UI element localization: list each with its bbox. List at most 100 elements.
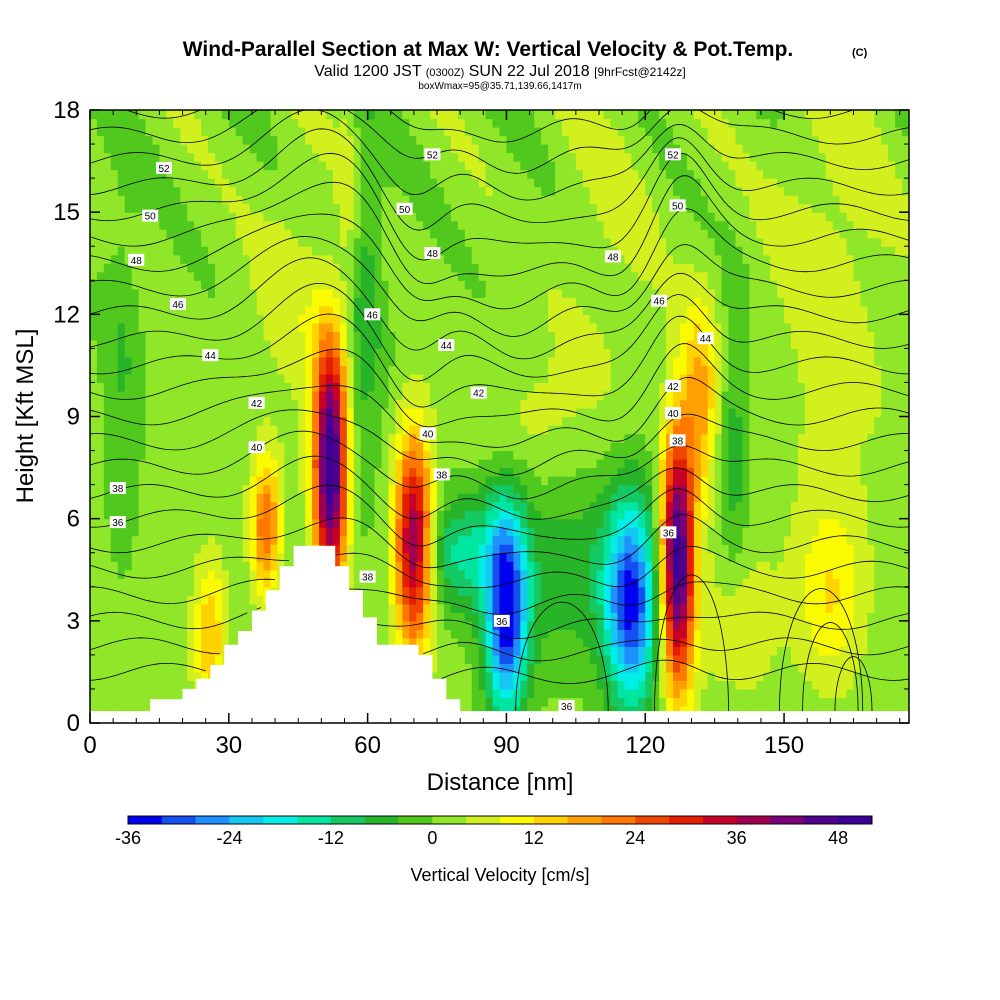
velocity-cell <box>457 314 466 324</box>
velocity-cell <box>117 629 126 639</box>
velocity-cell <box>485 373 494 384</box>
velocity-cell <box>520 178 528 188</box>
velocity-cell <box>96 603 105 613</box>
velocity-cell <box>180 467 188 477</box>
velocity-cell <box>506 510 514 520</box>
velocity-cell <box>207 399 216 409</box>
velocity-cell <box>194 459 202 469</box>
velocity-cell <box>152 348 161 358</box>
velocity-cell <box>270 314 278 324</box>
velocity-cell <box>110 118 119 128</box>
velocity-cell <box>194 348 202 358</box>
velocity-cell <box>173 390 181 401</box>
velocity-cell <box>152 433 161 443</box>
velocity-cell <box>277 203 285 213</box>
velocity-cell <box>520 578 528 588</box>
velocity-cell <box>443 331 452 341</box>
velocity-cell <box>381 322 390 332</box>
velocity-cell <box>478 339 487 349</box>
velocity-cell <box>152 501 161 511</box>
velocity-cell <box>409 254 417 264</box>
velocity-cell <box>423 612 431 622</box>
velocity-cell <box>409 118 417 128</box>
velocity-cell <box>138 271 147 281</box>
velocity-cell <box>367 297 376 307</box>
velocity-cell <box>235 433 244 443</box>
velocity-cell <box>464 118 473 128</box>
velocity-cell <box>312 314 320 324</box>
velocity-cell <box>506 254 514 264</box>
velocity-cell <box>235 442 244 452</box>
velocity-cell <box>138 229 147 239</box>
velocity-cell <box>346 271 355 281</box>
velocity-cell <box>214 629 223 639</box>
velocity-cell <box>381 331 390 341</box>
velocity-cell <box>457 407 466 418</box>
velocity-cell <box>152 169 161 179</box>
velocity-cell <box>499 467 508 477</box>
velocity-cell <box>534 467 542 477</box>
velocity-cell <box>541 705 549 716</box>
velocity-cell <box>395 518 403 528</box>
velocity-cell <box>207 484 216 494</box>
velocity-cell <box>534 671 542 682</box>
velocity-cell <box>96 518 105 528</box>
velocity-cell <box>201 442 209 452</box>
velocity-cell <box>416 288 424 298</box>
velocity-cell <box>485 450 494 460</box>
velocity-cell <box>96 229 105 239</box>
velocity-cell <box>485 425 494 435</box>
velocity-cell <box>443 527 452 537</box>
velocity-cell <box>471 459 480 469</box>
velocity-cell <box>263 493 272 503</box>
velocity-cell <box>249 144 258 154</box>
velocity-cell <box>568 561 577 571</box>
velocity-cell <box>228 501 237 511</box>
velocity-cell <box>249 561 258 571</box>
velocity-cell <box>534 314 542 324</box>
velocity-cell <box>409 561 417 571</box>
velocity-cell <box>207 135 216 145</box>
velocity-cell <box>103 510 112 520</box>
velocity-cell <box>319 390 327 401</box>
velocity-cell <box>159 144 167 154</box>
velocity-cell <box>180 629 188 639</box>
velocity-cell <box>478 144 487 154</box>
velocity-cell <box>187 535 195 545</box>
velocity-cell <box>437 305 445 315</box>
velocity-cell <box>499 416 508 426</box>
velocity-cell <box>506 305 514 315</box>
velocity-cell <box>506 416 514 426</box>
velocity-cell <box>194 178 202 188</box>
velocity-cell <box>548 135 556 145</box>
velocity-cell <box>207 433 216 443</box>
velocity-cell <box>194 629 202 639</box>
velocity-cell <box>450 646 459 656</box>
velocity-cell <box>450 399 459 409</box>
velocity-cell <box>325 271 334 281</box>
velocity-cell <box>145 629 154 639</box>
velocity-cell <box>256 152 265 162</box>
velocity-cell <box>437 390 445 401</box>
velocity-cell <box>534 348 542 358</box>
velocity-cell <box>437 637 445 647</box>
velocity-cell <box>249 331 258 341</box>
velocity-cell <box>124 535 133 545</box>
velocity-cell <box>485 127 494 137</box>
velocity-cell <box>201 365 209 375</box>
velocity-cell <box>298 263 306 273</box>
velocity-cell <box>339 127 348 137</box>
velocity-cell <box>166 246 174 256</box>
velocity-cell <box>249 161 258 171</box>
velocity-cell <box>492 544 501 554</box>
velocity-cell <box>527 705 535 716</box>
velocity-cell <box>242 118 251 128</box>
velocity-cell <box>520 416 528 426</box>
velocity-cell <box>221 476 230 486</box>
velocity-cell <box>325 476 334 486</box>
velocity-cell <box>437 254 445 264</box>
velocity-cell <box>249 314 258 324</box>
velocity-cell <box>256 339 265 349</box>
velocity-cell <box>131 382 140 392</box>
velocity-cell <box>138 195 147 205</box>
